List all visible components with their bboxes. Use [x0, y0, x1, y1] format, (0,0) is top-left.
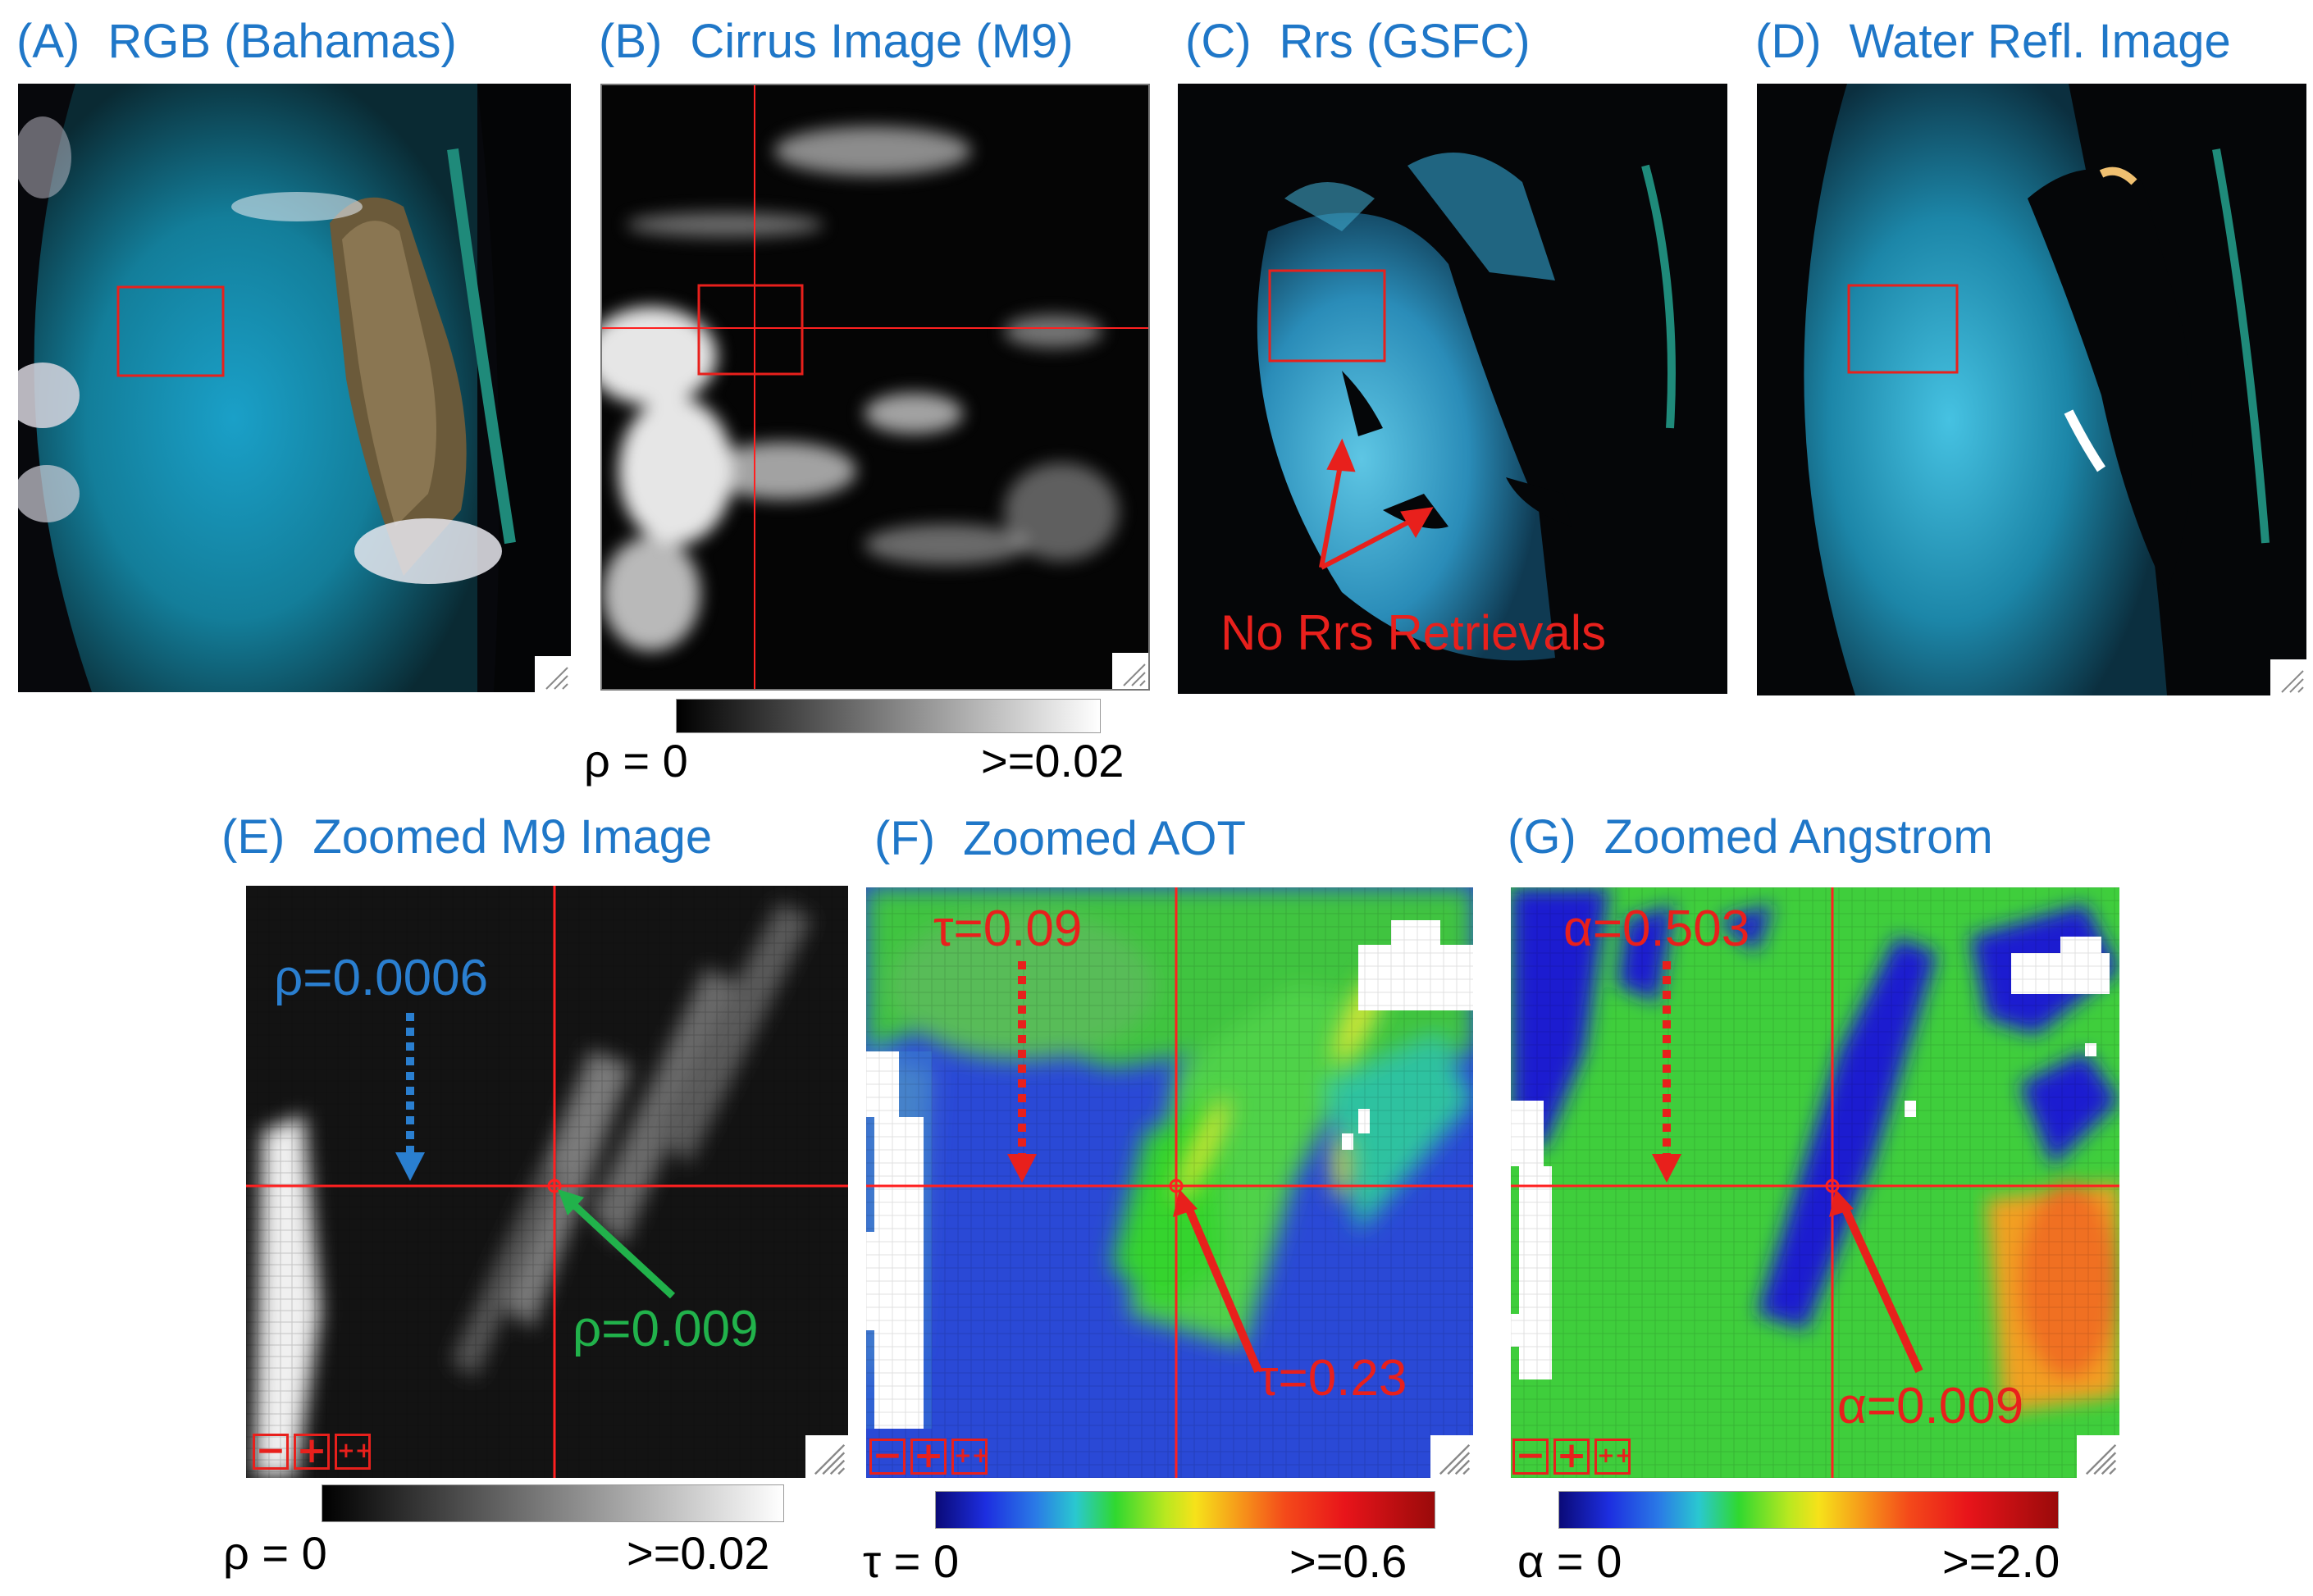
colorbar-f-min-label: τ = 0: [863, 1535, 960, 1587]
panel-d-water-refl-image: [1757, 84, 2306, 695]
zoom-out-button[interactable]: −: [1512, 1438, 1549, 1475]
panel-d-title: (D) Water Refl. Image: [1755, 15, 2231, 68]
resize-grip-icon[interactable]: [1430, 1435, 1473, 1478]
panel-f-value-center: τ=0.23: [1258, 1350, 1407, 1407]
panel-g-value-left: α=0.503: [1563, 901, 1750, 957]
zoom-out-button[interactable]: −: [869, 1438, 906, 1475]
panel-c-title: (C) Rrs (GSFC): [1185, 15, 1531, 68]
zoom-in-more-button[interactable]: ++: [951, 1439, 990, 1475]
colorbar-f-max-label: >=0.6: [1289, 1535, 1407, 1587]
panel-g-zoom-controls: − + ++: [1512, 1438, 1633, 1475]
panel-b-cirrus-image: [600, 84, 1150, 691]
zoom-in-more-button[interactable]: ++: [335, 1434, 373, 1470]
colorbar-b: [676, 699, 1101, 733]
zoom-in-button[interactable]: +: [910, 1438, 947, 1475]
colorbar-g-min-label: α = 0: [1517, 1535, 1622, 1587]
panel-e-value-center: ρ=0.009: [573, 1301, 759, 1357]
panel-g-zoomed-angstrom-image: α=0.503 α=0.009 − + ++: [1511, 887, 2119, 1478]
panel-g-value-center: α=0.009: [1837, 1378, 2024, 1434]
colorbar-b-max-label: >=0.02: [981, 735, 1125, 787]
panel-e-zoomed-m9-image: ρ=0.0006 ρ=0.009 − + ++: [246, 886, 848, 1478]
colorbar-b-min-label: ρ = 0: [584, 735, 688, 787]
panel-f-title: (F) Zoomed AOT: [874, 812, 1246, 865]
zoom-in-button[interactable]: +: [1553, 1438, 1590, 1475]
colorbar-e-min-label: ρ = 0: [223, 1527, 327, 1579]
resize-grip-icon[interactable]: [1112, 653, 1148, 689]
no-rrs-retrievals-annotation: No Rrs Retrievals: [1220, 605, 1607, 660]
zoom-in-more-button[interactable]: ++: [1594, 1439, 1633, 1475]
panel-a-title: (A) RGB (Bahamas): [16, 15, 457, 68]
panel-f-value-left: τ=0.09: [933, 901, 1083, 957]
resize-grip-icon[interactable]: [535, 656, 571, 692]
panel-b-title: (B) Cirrus Image (M9): [599, 15, 1074, 68]
zoom-in-button[interactable]: +: [294, 1433, 330, 1470]
colorbar-f: [935, 1491, 1435, 1529]
resize-grip-icon[interactable]: [805, 1435, 848, 1478]
panel-a-rgb-image: [18, 84, 571, 692]
resize-grip-icon[interactable]: [2270, 659, 2306, 695]
colorbar-e: [322, 1484, 784, 1522]
zoom-out-button[interactable]: −: [253, 1433, 289, 1470]
resize-grip-icon[interactable]: [2077, 1435, 2119, 1478]
panel-e-title: (E) Zoomed M9 Image: [221, 810, 713, 864]
panel-f-zoomed-aot-image: τ=0.09 τ=0.23 − + ++: [866, 887, 1473, 1478]
colorbar-g: [1558, 1491, 2059, 1529]
panel-e-zoom-controls: − + ++: [253, 1433, 373, 1470]
colorbar-e-max-label: >=0.02: [627, 1527, 770, 1579]
panel-e-value-left: ρ=0.0006: [274, 950, 489, 1006]
panel-c-rrs-image: No Rrs Retrievals: [1178, 84, 1727, 694]
colorbar-g-max-label: >=2.0: [1942, 1535, 2060, 1587]
panel-f-zoom-controls: − + ++: [869, 1438, 990, 1475]
panel-g-title: (G) Zoomed Angstrom: [1508, 810, 1993, 864]
